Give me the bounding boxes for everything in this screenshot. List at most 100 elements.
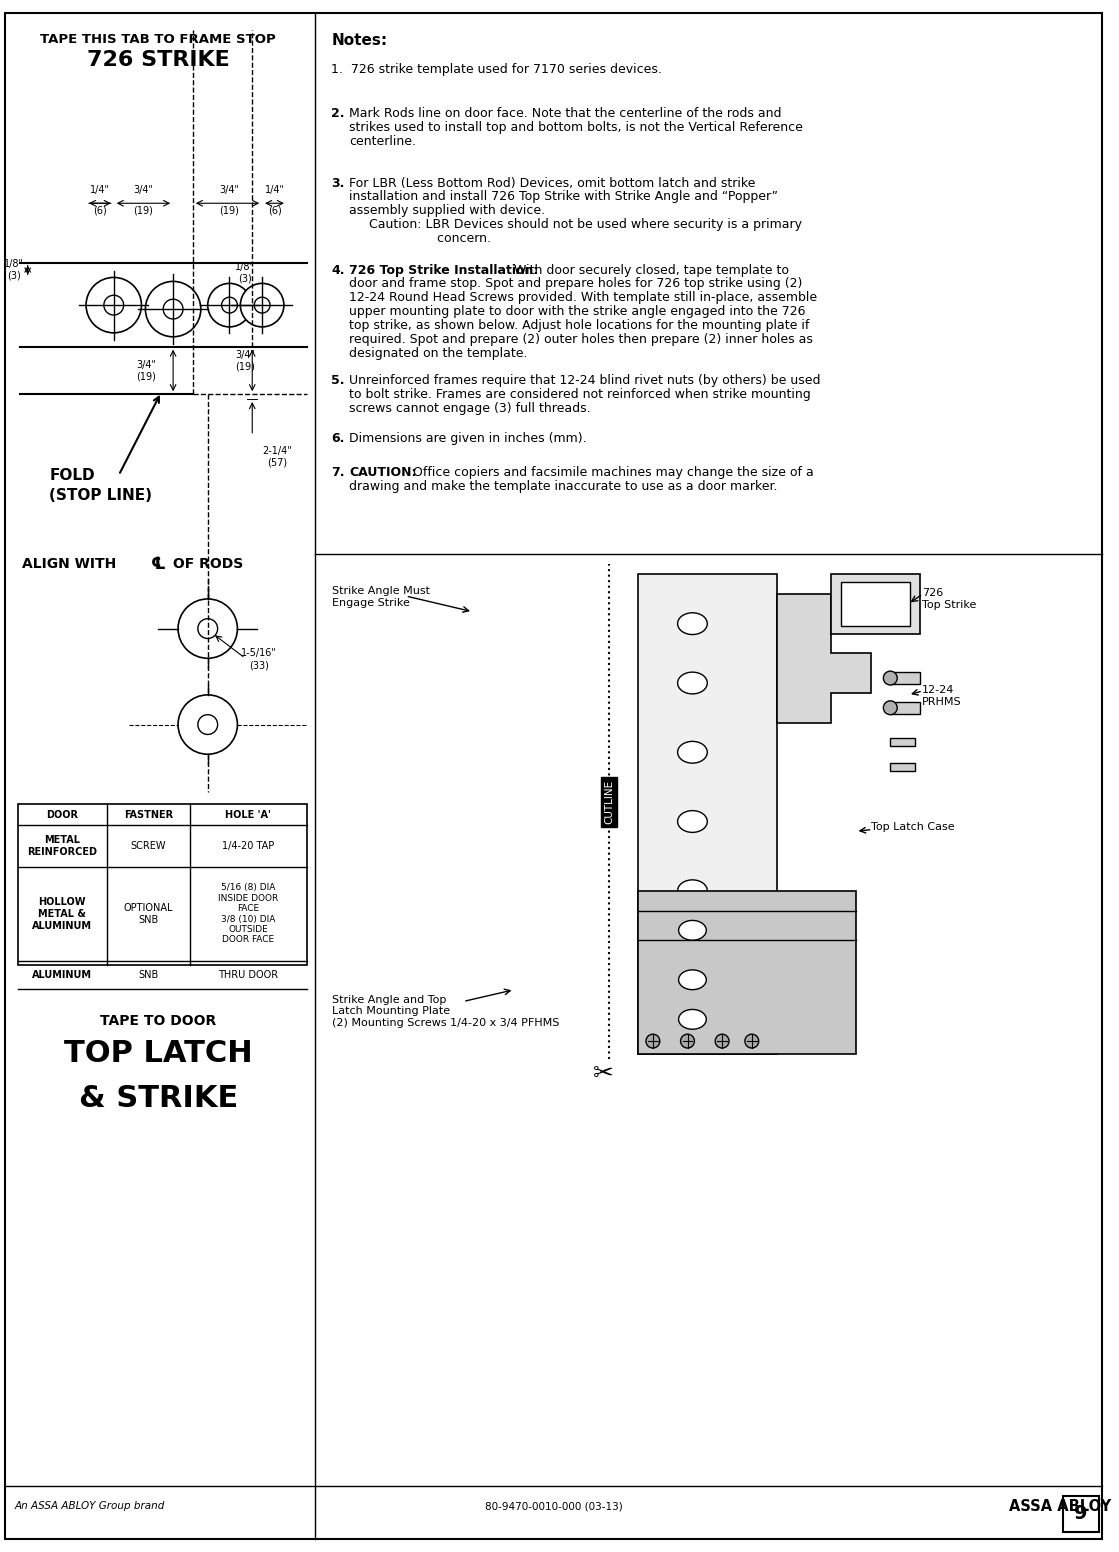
Text: An ASSA ABLOY Group brand: An ASSA ABLOY Group brand	[15, 1501, 166, 1512]
Text: Strike Angle Must
Engage Strike: Strike Angle Must Engage Strike	[332, 587, 431, 608]
Bar	[638, 891, 856, 1054]
Text: TOP LATCH: TOP LATCH	[64, 1040, 253, 1068]
Text: (6): (6)	[269, 205, 282, 216]
Text: upper mounting plate to door with the strike angle engaged into the 726: upper mounting plate to door with the st…	[349, 306, 806, 318]
Text: 80-9470-0010-000 (03-13): 80-9470-0010-000 (03-13)	[485, 1501, 623, 1512]
Text: DOOR: DOOR	[46, 810, 78, 819]
Bar	[891, 764, 915, 771]
Polygon shape	[777, 594, 871, 723]
Text: 1-5/16": 1-5/16"	[242, 649, 278, 658]
Text: OF RODS: OF RODS	[168, 557, 244, 571]
Text: HOLLOW
METAL &
ALUMINUM: HOLLOW METAL & ALUMINUM	[32, 897, 93, 931]
Text: ℄: ℄	[151, 556, 166, 573]
Text: strikes used to install top and bottom bolts, is not the Vertical Reference: strikes used to install top and bottom b…	[349, 121, 803, 133]
Circle shape	[254, 298, 270, 314]
Ellipse shape	[678, 1009, 707, 1031]
Text: 7.: 7.	[331, 467, 345, 480]
Text: SCREW: SCREW	[131, 841, 166, 850]
Bar	[638, 574, 777, 1054]
Bar	[18, 804, 307, 965]
Text: FASTNER: FASTNER	[124, 810, 173, 819]
Text: 1.  726 strike template used for 7170 series devices.: 1. 726 strike template used for 7170 ser…	[331, 62, 662, 76]
Text: 4.: 4.	[331, 264, 345, 276]
Text: drawing and make the template inaccurate to use as a door marker.: drawing and make the template inaccurate…	[349, 480, 778, 494]
Ellipse shape	[678, 810, 707, 832]
Text: 3.: 3.	[331, 177, 345, 189]
Text: 5.: 5.	[331, 374, 345, 388]
Text: CAUTION:: CAUTION:	[349, 467, 416, 480]
Circle shape	[883, 702, 897, 714]
Text: 3/4": 3/4"	[133, 185, 153, 196]
Text: Office copiers and facsimile machines may change the size of a: Office copiers and facsimile machines ma…	[413, 467, 814, 480]
Text: TAPE THIS TAB TO FRAME STOP: TAPE THIS TAB TO FRAME STOP	[40, 33, 276, 47]
Circle shape	[163, 300, 184, 320]
Text: Unreinforced frames require that 12-24 blind rivet nuts (by others) be used: Unreinforced frames require that 12-24 b…	[349, 374, 820, 388]
Text: designated on the template.: designated on the template.	[349, 346, 528, 360]
Text: required. Spot and prepare (2) outer holes then prepare (2) inner holes as: required. Spot and prepare (2) outer hol…	[349, 332, 814, 346]
Text: to bolt strike. Frames are considered not reinforced when strike mounting: to bolt strike. Frames are considered no…	[349, 388, 811, 402]
Text: ASSA ABLOY: ASSA ABLOY	[1009, 1499, 1111, 1513]
Ellipse shape	[678, 672, 707, 694]
Text: concern.: concern.	[349, 231, 491, 245]
Text: 12-24 Round Head Screws provided. With template still in-place, assemble: 12-24 Round Head Screws provided. With t…	[349, 292, 817, 304]
Ellipse shape	[678, 970, 706, 990]
Text: installation and install 726 Top Strike with Strike Angle and “Popper”: installation and install 726 Top Strike …	[349, 191, 778, 203]
Text: CUTLINE: CUTLINE	[604, 779, 614, 824]
Text: (33): (33)	[250, 660, 269, 670]
Text: With door securely closed, tape template to: With door securely closed, tape template…	[515, 264, 789, 276]
Circle shape	[198, 714, 217, 734]
Text: 2.: 2.	[331, 107, 345, 121]
Text: Dimensions are given in inches (mm).: Dimensions are given in inches (mm).	[349, 431, 586, 445]
Text: SNB: SNB	[139, 970, 159, 979]
Circle shape	[745, 1034, 759, 1048]
Circle shape	[680, 1034, 695, 1048]
Bar	[840, 582, 910, 625]
Text: 9: 9	[1074, 1504, 1088, 1524]
Text: (19): (19)	[133, 205, 153, 216]
Circle shape	[86, 278, 141, 332]
Circle shape	[208, 284, 252, 327]
Text: THRU DOOR: THRU DOOR	[218, 970, 279, 979]
Bar	[891, 739, 915, 747]
Ellipse shape	[678, 920, 706, 941]
Ellipse shape	[678, 613, 707, 635]
Text: 726 STRIKE: 726 STRIKE	[87, 50, 229, 70]
Text: Mark Rods line on door face. Note that the centerline of the rods and: Mark Rods line on door face. Note that t…	[349, 107, 782, 121]
Text: top strike, as shown below. Adjust hole locations for the mounting plate if: top strike, as shown below. Adjust hole …	[349, 320, 809, 332]
Circle shape	[883, 670, 897, 684]
Ellipse shape	[678, 1009, 706, 1029]
Text: 2-1/4": 2-1/4"	[262, 445, 292, 456]
Text: 1/8"
(3): 1/8" (3)	[3, 259, 23, 281]
Text: ✂: ✂	[593, 1062, 614, 1086]
Text: 726
Top Strike: 726 Top Strike	[922, 588, 976, 610]
Text: 1/4": 1/4"	[90, 185, 110, 196]
Text: METAL
REINFORCED: METAL REINFORCED	[27, 835, 97, 857]
Text: Notes:: Notes:	[331, 33, 387, 48]
Circle shape	[145, 281, 200, 337]
Text: FOLD: FOLD	[49, 467, 95, 483]
Circle shape	[198, 619, 217, 638]
Circle shape	[646, 1034, 660, 1048]
Ellipse shape	[678, 880, 707, 902]
Circle shape	[178, 695, 237, 754]
Circle shape	[178, 599, 237, 658]
Text: 3/4"
(19): 3/4" (19)	[137, 360, 157, 382]
Bar	[1063, 1496, 1099, 1532]
Text: assembly supplied with device.: assembly supplied with device.	[349, 205, 545, 217]
Text: 1/4": 1/4"	[265, 185, 285, 196]
Text: Caution: LBR Devices should not be used where security is a primary: Caution: LBR Devices should not be used …	[349, 219, 802, 231]
Text: (STOP LINE): (STOP LINE)	[49, 487, 152, 503]
Text: 5/16 (8) DIA
INSIDE DOOR
FACE
3/8 (10) DIA
OUTSIDE
DOOR FACE: 5/16 (8) DIA INSIDE DOOR FACE 3/8 (10) D…	[218, 883, 279, 945]
Text: Top Latch Case: Top Latch Case	[871, 821, 955, 832]
Ellipse shape	[678, 742, 707, 764]
Text: ALUMINUM: ALUMINUM	[32, 970, 93, 979]
Text: Strike Angle and Top
Latch Mounting Plate
(2) Mounting Screws 1/4-20 x 3/4 PFHMS: Strike Angle and Top Latch Mounting Plat…	[332, 995, 560, 1027]
Bar	[831, 574, 920, 633]
Text: 726 Top Strike Installation:: 726 Top Strike Installation:	[349, 264, 538, 276]
Text: ALIGN WITH: ALIGN WITH	[21, 557, 121, 571]
Text: TAPE TO DOOR: TAPE TO DOOR	[100, 1015, 216, 1029]
Circle shape	[241, 284, 284, 327]
Circle shape	[222, 298, 237, 314]
Text: For LBR (Less Bottom Rod) Devices, omit bottom latch and strike: For LBR (Less Bottom Rod) Devices, omit …	[349, 177, 755, 189]
Text: door and frame stop. Spot and prepare holes for 726 top strike using (2): door and frame stop. Spot and prepare ho…	[349, 278, 802, 290]
